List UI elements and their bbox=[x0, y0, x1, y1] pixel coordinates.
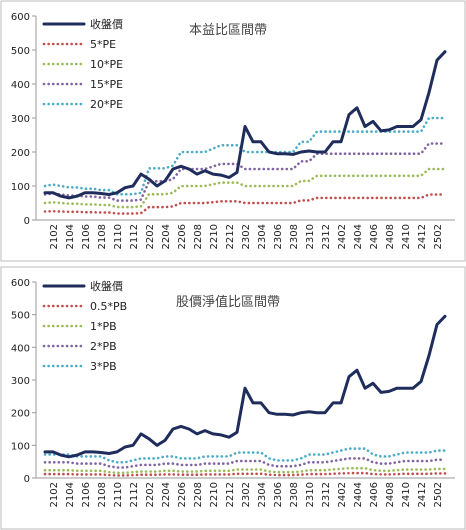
x-tick-label: 2202 bbox=[145, 224, 156, 249]
x-tick-label: 2112 bbox=[129, 482, 140, 507]
x-tick-label: 2304 bbox=[257, 224, 268, 249]
x-tick-label: 2402 bbox=[337, 482, 348, 507]
x-tick-label: 2108 bbox=[97, 482, 108, 507]
x-tick-label: 2104 bbox=[65, 482, 76, 507]
band-line bbox=[43, 447, 447, 464]
chart-title: 本益比區間帶 bbox=[189, 23, 267, 38]
legend-label: 收盤價 bbox=[90, 17, 123, 31]
y-tick-label: 100 bbox=[11, 441, 30, 452]
y-tick-label: 500 bbox=[11, 46, 30, 57]
x-tick-label: 2310 bbox=[305, 224, 316, 249]
band-line bbox=[43, 142, 447, 202]
x-tick-label: 2206 bbox=[177, 224, 188, 249]
x-tick-label: 2410 bbox=[401, 224, 412, 249]
band-line bbox=[43, 457, 447, 469]
y-tick-label: 400 bbox=[11, 343, 30, 354]
x-tick-label: 2404 bbox=[353, 482, 364, 507]
legend-label: 10*PE bbox=[90, 58, 123, 71]
x-tick-label: 2210 bbox=[209, 482, 220, 507]
y-tick-label: 300 bbox=[11, 114, 30, 125]
x-tick-label: 2408 bbox=[385, 224, 396, 249]
y-tick-label: 400 bbox=[11, 80, 30, 91]
panel bbox=[0, 266, 466, 530]
x-tick-label: 2108 bbox=[97, 224, 108, 249]
band-line bbox=[43, 193, 447, 215]
x-tick-label: 2404 bbox=[353, 224, 364, 249]
band-line bbox=[43, 167, 447, 209]
x-tick-label: 2302 bbox=[241, 482, 252, 507]
legend-label: 收盤價 bbox=[90, 279, 123, 293]
legend-label: 15*PE bbox=[90, 78, 123, 91]
x-tick-label: 2106 bbox=[81, 482, 92, 507]
legend-label: 3*PB bbox=[90, 360, 117, 373]
x-tick-label: 2104 bbox=[65, 224, 76, 249]
x-tick-label: 2308 bbox=[289, 224, 300, 249]
x-tick-label: 2306 bbox=[273, 224, 284, 249]
y-tick-label: 0 bbox=[24, 474, 30, 485]
x-tick-label: 2112 bbox=[129, 224, 140, 249]
x-tick-label: 2212 bbox=[225, 482, 236, 507]
x-tick-label: 2210 bbox=[209, 224, 220, 249]
y-tick-label: 600 bbox=[11, 12, 30, 23]
chart-title: 股價淨值比區間帶 bbox=[176, 294, 280, 310]
x-tick-label: 2110 bbox=[113, 224, 124, 249]
y-tick-label: 200 bbox=[11, 148, 30, 159]
y-tick-label: 500 bbox=[11, 311, 30, 322]
y-tick-label: 600 bbox=[11, 278, 30, 289]
x-tick-label: 2502 bbox=[433, 482, 444, 507]
legend-label: 2*PB bbox=[90, 340, 117, 353]
legend-label: 20*PE bbox=[90, 98, 123, 111]
x-tick-label: 2406 bbox=[369, 482, 380, 507]
x-tick-label: 2110 bbox=[113, 482, 124, 507]
x-tick-label: 2204 bbox=[161, 482, 172, 507]
x-tick-label: 2204 bbox=[161, 224, 172, 249]
y-tick-label: 0 bbox=[24, 216, 30, 227]
x-tick-label: 2102 bbox=[49, 482, 60, 507]
y-tick-label: 200 bbox=[11, 409, 30, 420]
x-tick-label: 2208 bbox=[193, 482, 204, 507]
x-tick-label: 2408 bbox=[385, 482, 396, 507]
x-tick-label: 2304 bbox=[257, 482, 268, 507]
x-tick-label: 2308 bbox=[289, 482, 300, 507]
x-tick-label: 2306 bbox=[273, 482, 284, 507]
x-tick-label: 2402 bbox=[337, 224, 348, 249]
x-tick-label: 2312 bbox=[321, 482, 332, 507]
x-tick-label: 2412 bbox=[417, 224, 428, 249]
legend-label: 5*PE bbox=[90, 38, 116, 51]
legend-label: 1*PB bbox=[90, 320, 117, 333]
x-tick-label: 2102 bbox=[49, 224, 60, 249]
x-tick-label: 2302 bbox=[241, 224, 252, 249]
x-tick-label: 2502 bbox=[433, 224, 444, 249]
price-line bbox=[43, 50, 447, 200]
x-tick-label: 2212 bbox=[225, 224, 236, 249]
x-tick-label: 2312 bbox=[321, 224, 332, 249]
x-tick-label: 2202 bbox=[145, 482, 156, 507]
x-tick-label: 2406 bbox=[369, 224, 380, 249]
x-tick-label: 2412 bbox=[417, 482, 428, 507]
legend-label: 0.5*PB bbox=[90, 300, 127, 313]
x-tick-label: 2206 bbox=[177, 482, 188, 507]
x-tick-label: 2106 bbox=[81, 224, 92, 249]
y-tick-label: 100 bbox=[11, 182, 30, 193]
x-tick-label: 2410 bbox=[401, 482, 412, 507]
x-tick-label: 2208 bbox=[193, 224, 204, 249]
y-tick-label: 300 bbox=[11, 376, 30, 387]
x-tick-label: 2310 bbox=[305, 482, 316, 507]
price-line bbox=[43, 314, 447, 459]
